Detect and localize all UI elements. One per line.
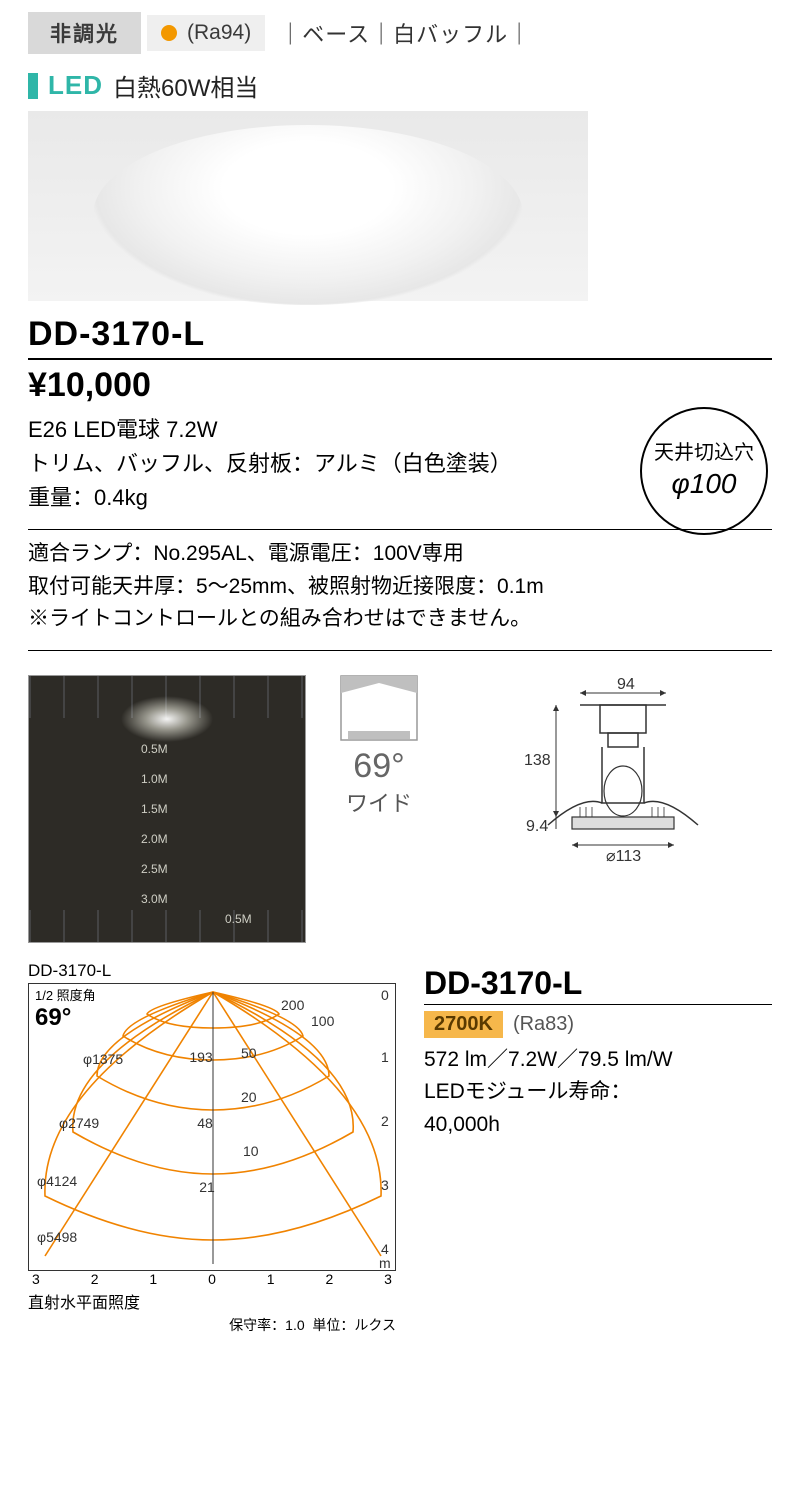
variant-labels: ｜ベース｜白バッフル｜ [279,17,531,49]
beam-angle-label: ワイド [324,786,434,818]
divider [28,358,772,360]
side-mark: 0.5M [225,912,252,926]
dimming-tag: 非調光 [28,12,141,54]
svg-text:2: 2 [381,1113,389,1129]
dim-height: 138 [524,752,551,769]
tag-row: 非調光 (Ra94) ｜ベース｜白バッフル｜ [28,12,772,54]
depth-mark: 2.0M [141,832,168,846]
svg-text:21: 21 [199,1179,215,1195]
kelvin-badge: 2700K [424,1011,503,1038]
led-label: LED [48,70,103,101]
svg-text:m: m [379,1255,391,1271]
lux-chart: DD-3170-L 1/2 照度角 69° [28,955,396,1335]
lux-chart-box: 1/2 照度角 69° [28,983,396,1271]
depth-mark: 2.5M [141,862,168,876]
note-line: 取付可能天井厚：5～25mm、被照射物近接限度：0.1m [28,571,772,604]
perf-life-label: LEDモジュール寿命： [424,1076,772,1109]
svg-text:0: 0 [381,987,389,1003]
svg-text:φ5498: φ5498 [37,1229,77,1245]
lux-axis-label: 直射水平面照度 [28,1289,396,1313]
lux-footer: 保守率：1.0 単位：ルクス [28,1315,396,1335]
svg-text:1: 1 [381,1049,389,1065]
accent-bar-icon [28,73,38,99]
beam-icon [340,675,418,741]
perf-model: DD-3170-L [424,965,772,1005]
svg-text:100: 100 [311,1013,335,1029]
room-render: 0.5M 1.0M 1.5M 2.0M 2.5M 3.0M 0.5M [28,675,306,943]
lux-chart-title: DD-3170-L [28,961,396,981]
ra-tag: (Ra94) [147,15,265,51]
perf-lm-w: 572 lm／7.2W／79.5 lm/W [424,1044,772,1077]
note-line: ※ライトコントロールとの組み合わせはできません。 [28,603,772,636]
lux-row: DD-3170-L 1/2 照度角 69° [28,955,772,1335]
svg-text:φ4124: φ4124 [37,1173,77,1189]
note-line: 適合ランプ：No.295AL、電源電圧：100V専用 [28,538,772,571]
svg-text:φ2749: φ2749 [59,1115,99,1131]
kelvin-row: 2700K (Ra83) [424,1011,772,1038]
svg-text:193: 193 [189,1049,213,1065]
divider [28,650,772,651]
divider [28,529,772,530]
model-number: DD-3170-L [28,315,772,354]
sub-header: LED 白熱60W相当 [28,68,772,103]
spec-block: E26 LED電球 7.2W トリム、バッフル、反射板：アルミ（白色塗装） 重量… [28,413,772,515]
dimension-drawing: 94 138 9.4 ⌀113 [452,675,772,875]
ceiling-hole-phi: φ100 [672,466,737,501]
product-hero-image [28,111,588,301]
depth-mark: 3.0M [141,892,168,906]
beam-angle-value: 69° [324,747,434,786]
svg-text:3: 3 [381,1177,389,1193]
svg-text:48: 48 [197,1115,213,1131]
perf-life-value: 40,000h [424,1109,772,1142]
perf-ra: (Ra83) [513,1013,574,1036]
dim-trim-h: 9.4 [526,818,548,835]
svg-text:20: 20 [241,1089,257,1105]
ceiling-hole-badge: 天井切込穴 φ100 [640,407,768,535]
depth-mark: 0.5M [141,742,168,756]
ra-value: (Ra94) [187,21,251,45]
beam-angle-col: 69° ワイド [324,675,434,818]
orange-dot-icon [161,25,177,41]
svg-text:10: 10 [243,1143,259,1159]
dim-width: 94 [617,676,635,693]
mid-row: 0.5M 1.0M 1.5M 2.0M 2.5M 3.0M 0.5M 69° ワ… [28,675,772,943]
ceiling-hole-label: 天井切込穴 [654,441,754,466]
depth-mark: 1.5M [141,802,168,816]
svg-text:φ1375: φ1375 [83,1051,123,1067]
equivalent-text: 白熱60W相当 [113,68,258,103]
dim-diameter: ⌀113 [606,848,641,865]
price: ¥10,000 [28,366,772,405]
performance-col: DD-3170-L 2700K (Ra83) 572 lm／7.2W／79.5 … [424,955,772,1142]
svg-text:50: 50 [241,1045,257,1061]
svg-text:200: 200 [281,997,305,1013]
depth-mark: 1.0M [141,772,168,786]
